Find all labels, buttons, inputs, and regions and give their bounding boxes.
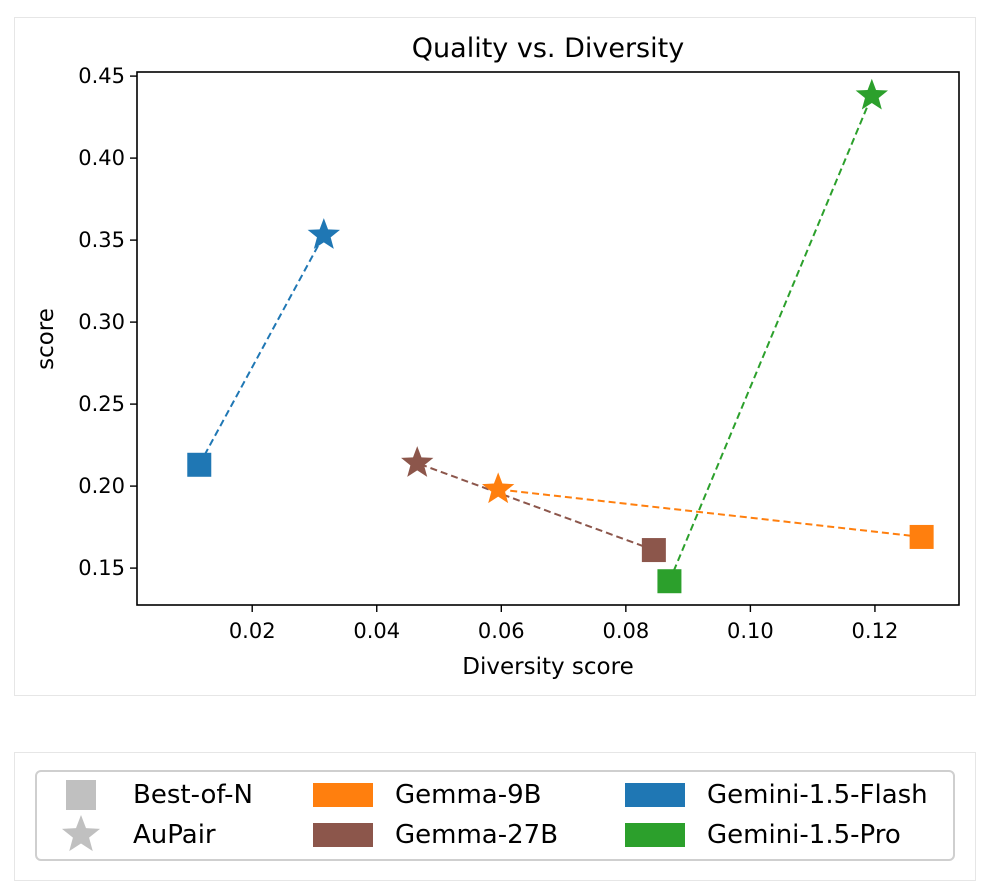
legend-entry-aupair: AuPair	[41, 815, 216, 853]
x-axis-label: Diversity score	[462, 654, 633, 680]
legend-entry-best-of-n: Best-of-N	[41, 777, 253, 813]
legend-label-gemma-9b: Gemma-9B	[395, 780, 542, 810]
best-of-n-marker-gemma-9b	[909, 524, 934, 549]
x-ticks: 0.02 0.04 0.06 0.08 0.10 0.12	[229, 605, 898, 643]
legend-entry-gemma-27b: Gemma-27B	[313, 817, 558, 853]
x-tick-label: 0.10	[727, 619, 774, 643]
y-tick-label: 0.40	[78, 146, 125, 170]
legend-entry-gemma-9b: Gemma-9B	[313, 777, 542, 813]
legend-label-gemini-pro: Gemini-1.5-Pro	[707, 820, 901, 850]
x-tick-label: 0.02	[229, 619, 276, 643]
x-tick-label: 0.04	[353, 619, 400, 643]
y-tick-label: 0.30	[78, 310, 125, 334]
chart-title: Quality vs. Diversity	[412, 33, 684, 64]
legend-swatch-gemma-27b	[313, 823, 373, 847]
y-tick-label: 0.20	[78, 474, 125, 498]
aupair-marker-gemini-1-5-flash	[307, 218, 340, 249]
connector-lines	[198, 95, 922, 582]
legend-entry-gemini-flash: Gemini-1.5-Flash	[625, 777, 928, 813]
connector-line-gemma-9b	[498, 488, 922, 538]
square-marker-icon	[66, 780, 96, 810]
legend-swatch-gemini-pro	[625, 823, 685, 847]
star-marker-icon	[61, 815, 101, 852]
aupair-marker-gemma-27b	[401, 446, 434, 477]
data-markers	[187, 78, 934, 594]
x-tick-label: 0.06	[478, 619, 525, 643]
x-tick-label: 0.12	[852, 619, 899, 643]
legend-label-gemma-27b: Gemma-27B	[395, 820, 559, 850]
x-tick-label: 0.08	[602, 619, 649, 643]
aupair-marker-gemma-9b	[482, 472, 515, 504]
quality-diversity-chart: Quality vs. Diversity Diversity score sc…	[33, 33, 960, 680]
legend-entry-gemini-pro: Gemini-1.5-Pro	[625, 817, 901, 853]
connector-line-gemma-27b	[416, 462, 655, 551]
legend-label-aupair: AuPair	[133, 820, 216, 850]
plot-panel	[14, 17, 976, 696]
plot-area-frame	[136, 71, 960, 606]
y-tick-label: 0.45	[78, 64, 125, 88]
y-tick-label: 0.15	[78, 556, 125, 580]
legend-swatch-gemma-9b	[313, 783, 373, 807]
legend-swatch-gemini-flash	[625, 783, 685, 807]
y-ticks: 0.15 0.20 0.25 0.30 0.35 0.40 0.45	[78, 64, 137, 580]
connector-line-gemini-1-5-pro	[668, 95, 873, 582]
legend-label-gemini-flash: Gemini-1.5-Flash	[707, 780, 928, 810]
y-axis-label: score	[33, 308, 59, 370]
connector-line-gemini-1-5-flash	[198, 234, 325, 466]
best-of-n-marker-gemini-1-5-pro	[657, 569, 682, 594]
aupair-marker-gemini-1-5-pro	[855, 78, 888, 110]
best-of-n-marker-gemini-1-5-flash	[187, 452, 212, 477]
legend: Best-of-N AuPair Gemma-9B Gemma-27B Gemi…	[35, 770, 955, 861]
legend-label-best-of-n: Best-of-N	[133, 780, 253, 810]
y-tick-label: 0.25	[78, 392, 125, 416]
y-tick-label: 0.35	[78, 228, 125, 252]
best-of-n-marker-gemma-27b	[641, 538, 666, 563]
